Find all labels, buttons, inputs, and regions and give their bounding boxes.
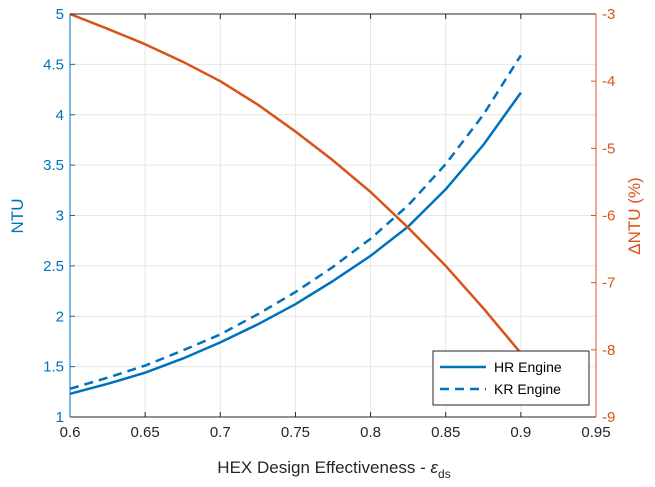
x-axis-label-symbol: ε [431, 458, 439, 477]
x-axis-label-text: HEX Design Effectiveness - [217, 458, 430, 477]
right-y-axis-label: ΔNTU (%) [625, 177, 644, 254]
left-y-tick-label: 3.5 [43, 157, 64, 174]
right-y-tick-label: -5 [602, 140, 615, 157]
series-line-right-axis-2 [69, 12, 522, 355]
legend-box [432, 350, 590, 406]
x-tick-label: 0.85 [431, 424, 460, 441]
x-tick-label: 0.6 [60, 424, 81, 441]
left-y-tick-label: 4.5 [43, 56, 64, 73]
x-tick-label: 0.65 [131, 424, 160, 441]
left-y-tick-label: 1.5 [43, 359, 64, 376]
axes [69, 13, 597, 418]
left-y-tick-label: 1 [56, 409, 64, 426]
x-tick-label: 0.75 [281, 424, 310, 441]
right-y-tick-label: -4 [602, 73, 615, 90]
x-tick-label: 0.9 [510, 424, 531, 441]
left-y-tick-label: 3 [56, 208, 64, 225]
series-line-hr-engine [69, 91, 522, 396]
right-y-tick-label: -8 [602, 342, 615, 359]
right-y-tick-label: -3 [602, 6, 615, 23]
left-y-tick-label: 5 [56, 6, 64, 23]
x-tick-label: 0.95 [581, 424, 610, 441]
x-axis-label-subscript: ds [438, 467, 451, 481]
x-tick-label: 0.7 [210, 424, 231, 441]
x-axis-label: HEX Design Effectiveness - εds [217, 458, 450, 481]
x-tick-label: 0.8 [360, 424, 381, 441]
plot-series [69, 12, 522, 396]
legend-label-hr-engine: HR Engine [494, 359, 562, 375]
right-y-tick-label: -9 [602, 409, 615, 426]
legend: HR Engine KR Engine [432, 350, 590, 406]
left-y-axis-label: NTU [8, 199, 27, 234]
right-y-tick-label: -6 [602, 208, 615, 225]
right-y-tick-label: -7 [602, 275, 615, 292]
series-line-kr-engine [69, 54, 522, 390]
left-y-tick-label: 2.5 [43, 258, 64, 275]
legend-label-kr-engine: KR Engine [494, 381, 561, 397]
left-y-tick-label: 2 [56, 308, 64, 325]
tick-labels: 0.6 0.65 0.7 0.75 0.8 0.85 0.9 0.95 1 1.5 2 2.5 3 3.5… [43, 6, 615, 441]
left-y-tick-label: 4 [56, 107, 64, 124]
